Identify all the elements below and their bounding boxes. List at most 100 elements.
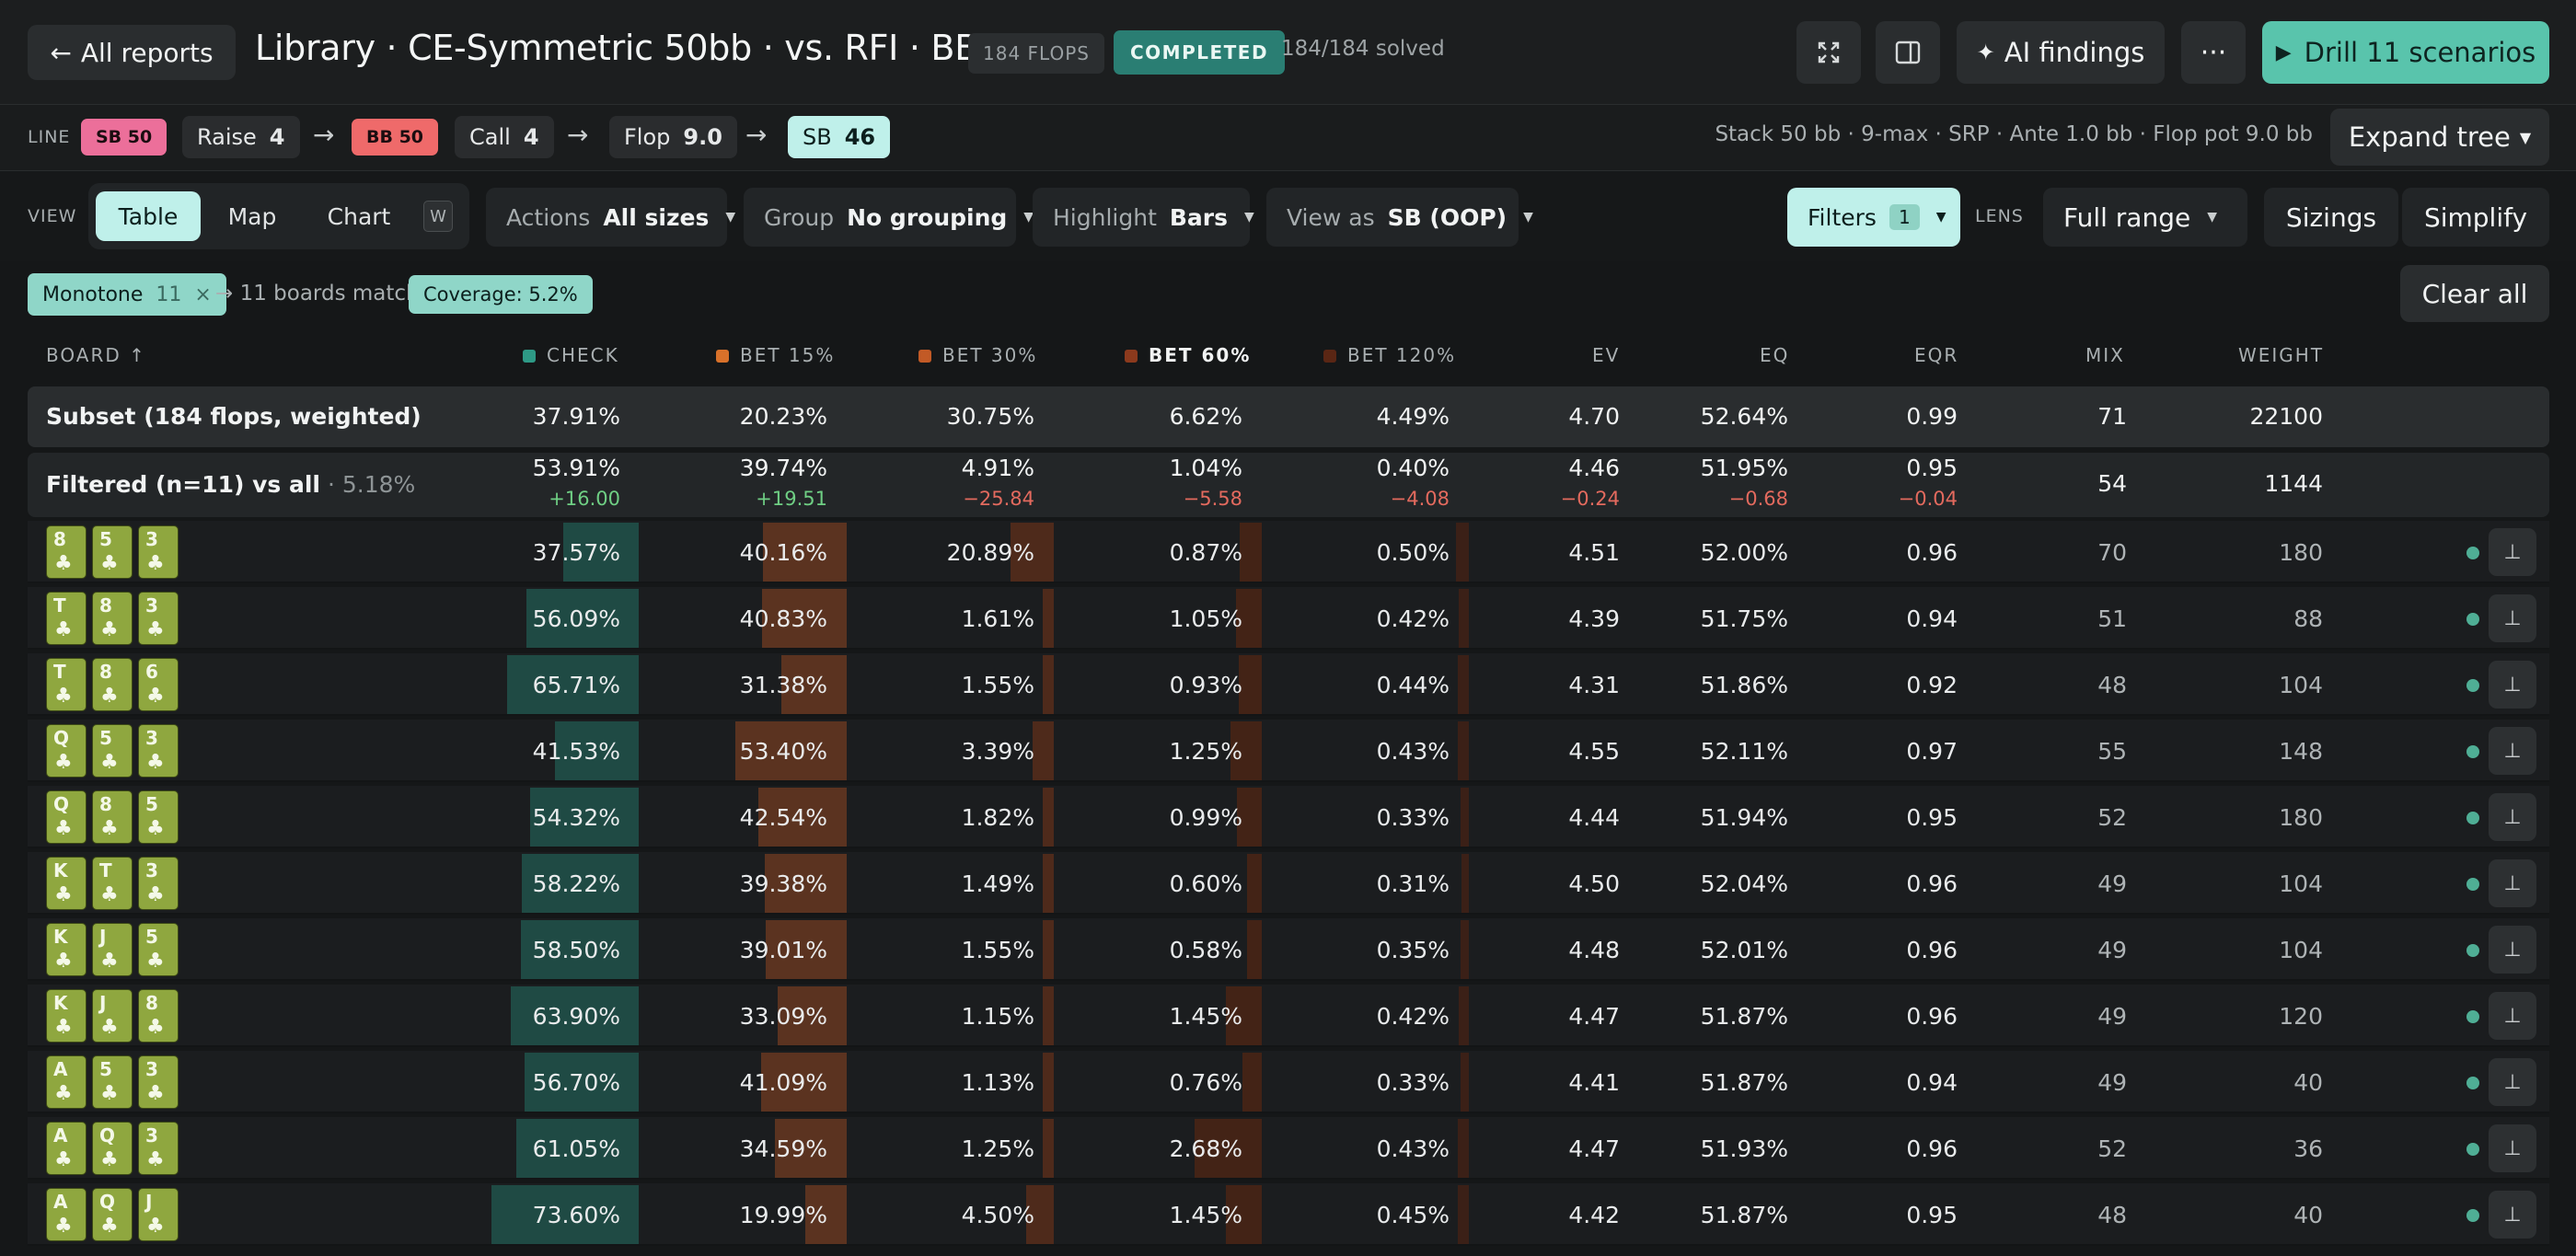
row-mix: 49 <box>2097 870 2127 897</box>
tab-table[interactable]: Table <box>96 191 201 241</box>
coverage-badge: Coverage: 5.2% <box>409 275 593 314</box>
card-rank: Q <box>99 1124 116 1147</box>
table-row[interactable] <box>28 521 2549 583</box>
row-bet15: 42.54% <box>739 804 827 831</box>
table-row[interactable] <box>28 852 2549 915</box>
filtered-weight: 1144 <box>2264 470 2323 497</box>
club-suit-icon: ♣ <box>54 883 73 906</box>
row-weight: 104 <box>2279 937 2323 963</box>
column-header-eq[interactable]: EQ <box>1760 344 1790 366</box>
call-action[interactable]: Call 4 <box>455 116 554 158</box>
row-ev: 4.44 <box>1568 804 1620 831</box>
bb-position-chip[interactable]: BB 50 <box>352 119 439 156</box>
check-bar <box>507 655 639 714</box>
club-suit-icon: ♣ <box>54 685 73 708</box>
column-header-bet15[interactable]: BET 15% <box>716 344 835 366</box>
sizings-button[interactable]: Sizings <box>2264 188 2398 247</box>
sb-position-chip[interactable]: SB 50 <box>81 119 167 156</box>
monotone-filter-tag[interactable]: Monotone 11 × <box>28 273 226 316</box>
filtered-eqr: 0.95 <box>1906 455 1958 481</box>
subset-mix: 71 <box>2097 403 2127 430</box>
row-eqr: 0.96 <box>1906 539 1958 566</box>
ai-findings-button[interactable]: ✦ AI findings <box>1957 21 2165 84</box>
card-rank: J <box>145 1191 153 1213</box>
sidebar-panel-icon <box>1895 40 1921 64</box>
close-icon[interactable]: × <box>194 282 212 306</box>
row-mix: 55 <box>2097 738 2127 765</box>
all-reports-button[interactable]: ← All reports <box>28 25 236 80</box>
table-row[interactable] <box>28 720 2549 782</box>
drill-scenarios-button[interactable]: ▶ Drill 11 scenarios <box>2262 21 2549 84</box>
pin-button[interactable]: ⊥ <box>2489 661 2536 709</box>
actions-dropdown[interactable]: Actions All sizes ▼ <box>486 188 735 247</box>
expand-tree-button[interactable]: Expand tree ▼ <box>2330 109 2549 166</box>
column-header-eqr[interactable]: EQR <box>1914 344 1959 366</box>
row-mix: 49 <box>2097 1003 2127 1030</box>
pin-button[interactable]: ⊥ <box>2489 859 2536 907</box>
simplify-button[interactable]: Simplify <box>2402 188 2549 247</box>
check-bar <box>525 1053 639 1112</box>
column-header-check[interactable]: CHECK <box>523 344 619 366</box>
row-eq: 51.87% <box>1700 1003 1788 1030</box>
subset-bet120: 4.49% <box>1376 403 1450 430</box>
board-card: T ♣ <box>46 658 87 711</box>
pin-button[interactable]: ⊥ <box>2489 727 2536 775</box>
card-rank: T <box>99 859 112 882</box>
column-header-bet30[interactable]: BET 30% <box>918 344 1037 366</box>
sb-current-node[interactable]: SB 46 <box>788 116 891 158</box>
b60-bar <box>1237 788 1262 847</box>
pin-button[interactable]: ⊥ <box>2489 1058 2536 1106</box>
chevron-down-icon: ▼ <box>2207 210 2217 225</box>
chevron-down-icon: ▼ <box>1023 210 1034 225</box>
chevron-down-icon: ▼ <box>1935 210 1946 225</box>
filters-button[interactable]: Filters 1 ▼ <box>1787 188 1960 247</box>
view-as-dropdown[interactable]: View as SB (OOP) ▼ <box>1266 188 1533 247</box>
pin-button[interactable]: ⊥ <box>2489 594 2536 642</box>
table-row[interactable] <box>28 653 2549 716</box>
pin-button[interactable]: ⊥ <box>2489 1124 2536 1172</box>
row-weight: 104 <box>2279 672 2323 698</box>
column-header-weight[interactable]: WEIGHT <box>2238 344 2325 366</box>
pin-button[interactable]: ⊥ <box>2489 926 2536 974</box>
highlight-dropdown[interactable]: Highlight Bars ▼ <box>1033 188 1254 247</box>
table-row[interactable] <box>28 1183 2549 1246</box>
b120-bar <box>1459 589 1469 648</box>
b15-bar <box>765 854 847 913</box>
subset-check: 37.91% <box>532 403 620 430</box>
clear-all-button[interactable]: Clear all <box>2400 265 2549 322</box>
row-eqr: 0.94 <box>1906 1069 1958 1096</box>
more-options-button[interactable]: ··· <box>2181 21 2246 84</box>
b60-bar <box>1226 1185 1262 1244</box>
raise-action[interactable]: Raise 4 <box>182 116 300 158</box>
status-dot <box>2466 613 2479 626</box>
column-header-board[interactable]: BOARD ↑ <box>46 344 146 366</box>
tab-chart[interactable]: Chart <box>327 202 391 230</box>
table-row[interactable] <box>28 1051 2549 1113</box>
pin-button[interactable]: ⊥ <box>2489 793 2536 841</box>
group-dropdown[interactable]: Group No grouping ▼ <box>744 188 1034 247</box>
column-header-bet120[interactable]: BET 120% <box>1323 344 1456 366</box>
row-ev: 4.55 <box>1568 738 1620 765</box>
column-header-bet60[interactable]: BET 60% <box>1125 344 1251 366</box>
table-row[interactable] <box>28 985 2549 1047</box>
table-row[interactable] <box>28 786 2549 848</box>
pin-button[interactable]: ⊥ <box>2489 528 2536 576</box>
board-card: A ♣ <box>46 1055 87 1109</box>
table-row[interactable] <box>28 918 2549 981</box>
pin-button[interactable]: ⊥ <box>2489 992 2536 1040</box>
table-row[interactable] <box>28 1117 2549 1180</box>
tab-map[interactable]: Map <box>227 202 277 230</box>
row-bet15: 31.38% <box>739 672 827 698</box>
club-suit-icon: ♣ <box>54 751 73 774</box>
table-row[interactable] <box>28 587 2549 650</box>
panel-toggle-button[interactable] <box>1876 21 1940 84</box>
column-header-ev[interactable]: EV <box>1592 344 1621 366</box>
pin-button[interactable]: ⊥ <box>2489 1191 2536 1239</box>
column-header-mix[interactable]: MIX <box>2085 344 2125 366</box>
sb-node-label: SB <box>803 124 832 150</box>
arrow-icon: → <box>567 120 589 150</box>
lens-dropdown[interactable]: Full range ▼ <box>2043 188 2247 247</box>
flop-node[interactable]: Flop 9.0 <box>609 116 737 158</box>
filter-tag-label: Monotone <box>42 282 144 306</box>
fullscreen-button[interactable] <box>1796 21 1861 84</box>
